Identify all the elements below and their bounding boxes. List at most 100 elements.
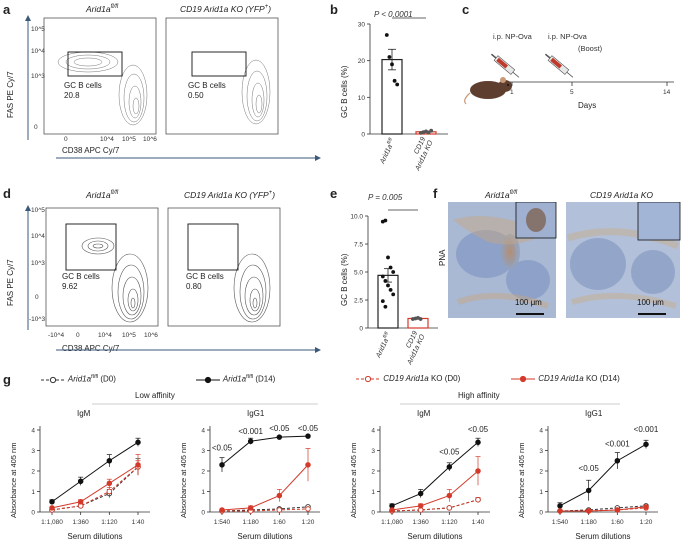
- flow-d2-gate: [187, 223, 239, 271]
- data-point: [380, 274, 385, 279]
- x-tick-label: 1:120: [101, 519, 118, 526]
- data-point: [49, 498, 55, 505]
- data-point: [383, 279, 388, 283]
- x-tick-label: 1:540: [214, 519, 231, 526]
- data-point: [557, 508, 563, 514]
- category-sup: fl/fl: [386, 136, 395, 145]
- bar: [381, 58, 403, 135]
- mouse-icon: [464, 77, 512, 105]
- scalebar-label-1: 100 μm: [515, 298, 542, 307]
- data-point: [77, 498, 84, 505]
- data-point: [643, 441, 649, 448]
- data-point: [106, 488, 113, 495]
- legend-swatch: [41, 376, 65, 383]
- legend-g: Arid1afl/fl (D0) Arid1afl/fl (D14) CD19 …: [40, 374, 680, 388]
- legend-suffix: (D14): [253, 374, 276, 384]
- x-axis-label: Serum dilutions: [237, 532, 292, 541]
- flow-d2-title: CD19 Arid1a KO (YFP+): [184, 190, 276, 200]
- x-tick-label: 1:20: [640, 519, 653, 526]
- legend-text: Arid1a: [66, 374, 92, 384]
- line-charts-g: IgM Absorbance at 405 nm 0 1 2 3 4 1:1,080 1:360…: [9, 409, 659, 541]
- x-axis-label: Serum dilutions: [67, 532, 122, 541]
- x-tick-label: 1:540: [552, 519, 569, 526]
- flow-a-ytick: 10^3: [31, 73, 45, 80]
- flow-a-xlabel: CD38 APC Cy/7: [62, 146, 120, 155]
- data-point: [446, 464, 453, 470]
- legend-text: Arid1a: [221, 374, 247, 384]
- flow-d-xtick: -10^4: [48, 332, 65, 339]
- significance-label: <0.05: [298, 424, 319, 433]
- timeline-tick: 14: [663, 89, 671, 96]
- flow-a1-contours: [57, 51, 148, 126]
- bar-y-tick-label: 2.5: [354, 298, 363, 305]
- histology-images: [448, 202, 681, 318]
- y-tick-label: 1: [31, 489, 35, 496]
- chart-title: IgG1: [247, 409, 265, 418]
- flow-d-xtick: 10^6: [144, 332, 158, 339]
- significance-label: <0.05: [468, 425, 489, 434]
- data-point: [386, 255, 390, 260]
- significance-label: <0.05: [269, 424, 290, 433]
- series-line: [221, 435, 309, 466]
- flow-a-xtick: 10^5: [122, 136, 136, 143]
- legend-item: Arid1afl/fl (D14): [195, 374, 275, 385]
- data-point: [135, 462, 141, 468]
- y-tick-label: 4: [201, 428, 205, 435]
- line-chart-g4: IgG1 Absorbance at 405 nm 0 1 2 3 4 1:540 1:180 1…: [517, 409, 659, 541]
- data-point: [276, 492, 283, 499]
- injection-2-label: i.p. NP-Ova: [548, 32, 587, 41]
- y-tick-label: 4: [31, 428, 35, 435]
- panel-label-f: f: [433, 186, 438, 201]
- legend-swatch: [356, 375, 380, 383]
- bar-e-pvalue: P = 0.005: [368, 193, 403, 202]
- x-tick-label: 1:360: [73, 519, 90, 526]
- series-line: [221, 506, 309, 512]
- data-point: [614, 507, 621, 513]
- data-point: [247, 438, 254, 445]
- affinity-dividers: [92, 403, 620, 405]
- data-point: [276, 434, 283, 440]
- legend-sup: fl/fl: [246, 374, 254, 380]
- panel-label-a: a: [3, 2, 11, 17]
- chart-ylabel-text: Absorbance at 405 nm: [349, 443, 358, 518]
- data-point: [106, 458, 113, 464]
- flow-a1-frame: [43, 17, 157, 135]
- data-point: [391, 270, 396, 274]
- legend-suffix: KO (D0): [428, 374, 461, 384]
- legend-marker: [364, 375, 372, 383]
- y-tick-label: 3: [371, 448, 375, 455]
- y-tick-label: 2: [31, 469, 35, 476]
- y-tick-label: 4: [371, 428, 375, 435]
- data-point: [389, 507, 395, 513]
- series-line: [221, 464, 309, 511]
- bar-y-tick-label: 10.0: [350, 214, 363, 221]
- x-tick-label: 1:360: [413, 519, 430, 526]
- flow-a2-title: CD19 Arid1a KO (YFP+): [180, 4, 272, 14]
- series-line: [51, 464, 139, 509]
- x-tick-label: 1:40: [132, 519, 145, 526]
- flow-d1-title: Arid1afl/fl: [86, 190, 119, 200]
- panel-label-c: c: [462, 2, 470, 17]
- scalebar-label-2: 100 μm: [637, 298, 664, 307]
- y-tick-label: 3: [31, 448, 35, 455]
- legend-marker: [519, 375, 527, 383]
- syringe-icon: [544, 53, 574, 78]
- x-tick-label: 1:40: [472, 519, 485, 526]
- data-point: [391, 292, 396, 297]
- significance-label: <0.001: [238, 427, 263, 436]
- legend-suffix: (D0): [98, 374, 116, 384]
- flow-d2-gate-label: GC B cells 0.80: [186, 272, 224, 291]
- histo-title-1: Arid1afl/fl: [485, 190, 518, 200]
- data-point: [106, 480, 113, 487]
- y-tick-label: 0: [31, 510, 35, 517]
- line-chart-g1: IgM Absorbance at 405 nm 0 1 2 3 4 1:1,080 1:360…: [9, 409, 150, 541]
- timeline-tick: 5: [570, 89, 574, 96]
- flow-a-xtick: 0: [64, 136, 68, 143]
- panel-label-g: g: [3, 372, 11, 387]
- flow-d-xlabel: CD38 APC Cy/7: [62, 344, 120, 353]
- panel-label-d: d: [3, 186, 11, 201]
- data-point: [388, 288, 393, 292]
- high-affinity-label: High affinity: [458, 391, 500, 400]
- data-point: [77, 478, 84, 484]
